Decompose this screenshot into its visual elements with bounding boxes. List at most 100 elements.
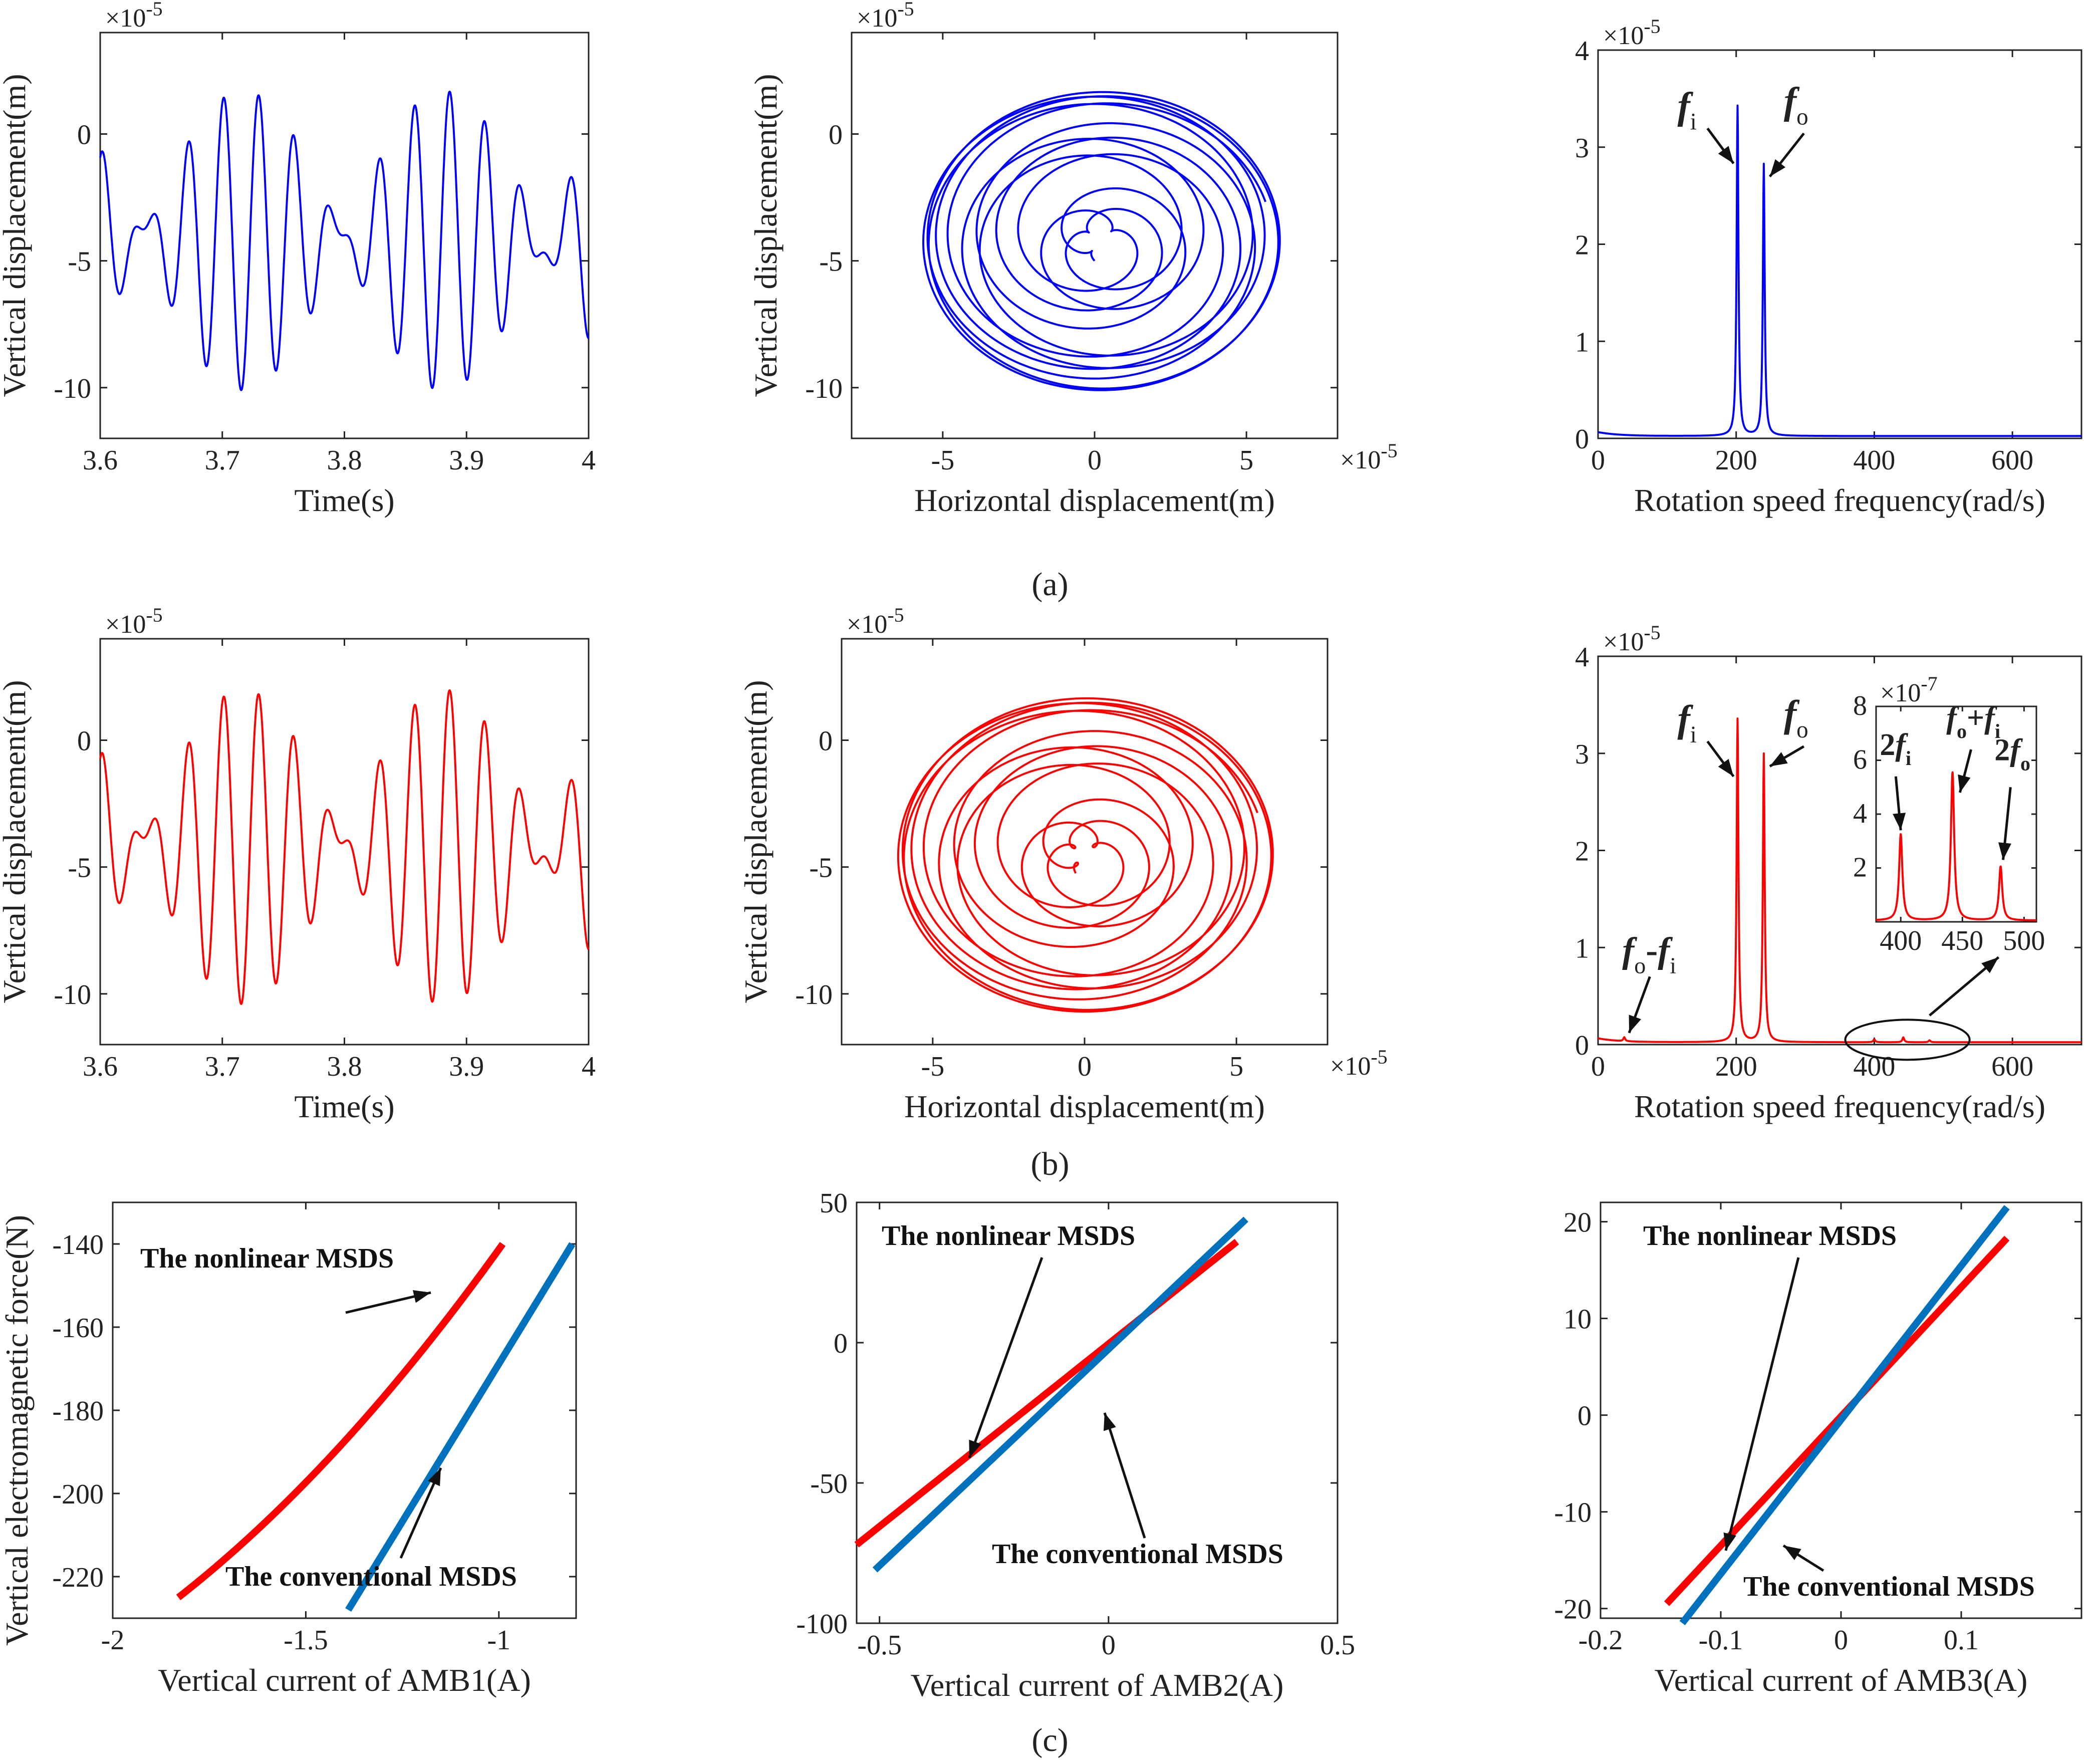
y-exponent: ×10-5: [1603, 621, 1661, 656]
inset-y-exponent: ×10-7: [1880, 672, 1938, 707]
x-tick-label: 5: [1239, 445, 1253, 476]
arrow-nonlinear-head: [412, 1290, 431, 1303]
x-tick-label: 4: [582, 445, 596, 476]
y-tick-label: -5: [819, 246, 843, 278]
chart-b2: -5 0 5 0 -5 -10 Horizontal displacement(m) Vert…: [738, 604, 1388, 1124]
x-tick-label: -1.5: [284, 1625, 328, 1656]
arrow-conventional-shaft: [1103, 1412, 1146, 1539]
y-axis-label: Vertical displacement(m): [748, 74, 783, 397]
signal-line: [99, 689, 590, 1005]
x-tick-label: 0: [1591, 1051, 1605, 1082]
y-tick-label: 0: [1578, 1401, 1592, 1432]
x-axis-label: Vertical current of AMB3(A): [1655, 1662, 2028, 1698]
inset-arrow-2fi-head: [1893, 813, 1906, 831]
x-tick-label: 3.7: [205, 445, 240, 476]
y-tick-label: 1: [1575, 327, 1589, 358]
chart-b1: 3.6 3.7 3.8 3.9 4 0 -5 -10 Time(s) Vertical displ…: [0, 604, 596, 1124]
arrow-nonlinear-shaft: [1724, 1257, 1800, 1551]
x-tick-label: -1: [487, 1625, 511, 1656]
y-tick-label: 4: [1575, 36, 1589, 67]
x-tick-label: -0.2: [1579, 1625, 1623, 1656]
series-nonlinear: [176, 1241, 506, 1601]
y-exponent: ×10-5: [847, 604, 904, 639]
y-tick-label: -220: [52, 1562, 104, 1593]
x-tick-label: 600: [1991, 1051, 2033, 1082]
x-axis-label: Vertical current of AMB2(A): [911, 1667, 1284, 1703]
y-tick-label: -10: [54, 373, 91, 404]
y-tick-label: 0: [77, 120, 91, 151]
chart-c1: -2 -1.5 -1 -140 -160 -180 -200 -220 Vertical cur…: [0, 1201, 577, 1698]
axes-frame: [856, 1201, 1339, 1624]
arrow-fi-head: [1718, 759, 1734, 777]
signal-line: [99, 91, 590, 391]
chart-a3: 0 200 400 600 0 1 2 3 4 Rotation speed frequency(…: [1575, 15, 2082, 518]
y-axis-label: Vertical displacement(m): [738, 680, 773, 1003]
y-tick-label: 6: [1853, 744, 1867, 775]
y-tick-label: -160: [52, 1313, 104, 1344]
label-fi: fi: [1677, 85, 1696, 135]
x-tick-label: 600: [1991, 445, 2033, 476]
label-fo-minus-fi: fo-fi: [1622, 930, 1676, 978]
arrow-fo-minus-fi-head: [1629, 1015, 1641, 1033]
y-tick-label: -5: [68, 246, 91, 278]
spectrum-line: [1597, 717, 2082, 1044]
x-tick-label: 3.6: [83, 445, 118, 476]
y-tick-label: 2: [1575, 836, 1589, 867]
y-tick-label: -5: [809, 853, 833, 884]
x-tick-label: 3.8: [327, 445, 362, 476]
chart-a2: -5 0 5 0 -5 -10 Horizontal displacement(m) Vert…: [748, 0, 1398, 518]
y-axis-label: Vertical electromagnetic force(N): [0, 1215, 35, 1646]
y-axis-label: Vertical displacement(m): [0, 680, 32, 1003]
x-tick-label: -0.1: [1699, 1625, 1743, 1656]
series-conventional: [1679, 1205, 2010, 1625]
y-tick-label: 1: [1575, 933, 1589, 964]
y-tick-label: 20: [1563, 1207, 1592, 1238]
y-tick-label: -180: [52, 1396, 104, 1427]
series-conventional: [872, 1216, 1248, 1573]
y-tick-label: 0: [819, 726, 833, 757]
chart-c2: -0.5 0 0.5 50 0 -50 -100 Vertical current of AM…: [796, 1188, 1355, 1703]
x-axis-label: Time(s): [294, 482, 394, 518]
x-tick-label: 3.8: [327, 1051, 362, 1082]
x-axis-label: Rotation speed frequency(rad/s): [1634, 1089, 2045, 1124]
arrow-conventional-head: [428, 1468, 441, 1486]
x-tick-label: 0: [1078, 1051, 1092, 1082]
x-tick-label: 5: [1229, 1051, 1243, 1082]
arrow-fi-head: [1718, 146, 1734, 164]
inset-arrow-2fo-head: [1998, 842, 2011, 860]
x-axis-label: Vertical current of AMB1(A): [158, 1662, 531, 1698]
caption-b: (b): [1031, 1146, 1070, 1182]
arrow-nonlinear-head: [1723, 1532, 1736, 1551]
caption-c: (c): [1031, 1722, 1068, 1758]
x-tick-label: 0: [1088, 445, 1102, 476]
arrow-conventional-head: [1783, 1546, 1801, 1561]
x-tick-label: 3.6: [83, 1051, 118, 1082]
axes-frame: [1597, 49, 2082, 439]
y-tick-label: -5: [68, 853, 91, 884]
y-exponent: ×10-5: [1603, 15, 1661, 50]
y-tick-label: -50: [810, 1468, 848, 1499]
x-tick-label: -5: [931, 445, 955, 476]
y-tick-label: 0: [77, 726, 91, 757]
chart-c3: -0.2 -0.1 0 0.1 20 10 0 -10 -20 Vertical current …: [1554, 1201, 2082, 1698]
y-tick-label: -10: [54, 979, 91, 1011]
y-tick-label: -10: [1554, 1497, 1592, 1529]
chart-b3: 0 200 400 600 0 1 2 3 4 Rotation speed frequency(…: [1575, 621, 2082, 1124]
x-tick-label: 4: [582, 1051, 596, 1082]
axes-frame: [1600, 1201, 2082, 1619]
x-axis-label: Horizontal displacement(m): [914, 482, 1275, 518]
inset-arrow-fo-plus-fi-head: [1958, 774, 1971, 793]
x-axis-label: Horizontal displacement(m): [904, 1089, 1265, 1124]
annotation-conventional: The conventional MSDS: [992, 1539, 1283, 1570]
annotation-nonlinear: The nonlinear MSDS: [1643, 1220, 1897, 1251]
y-tick-label: 0: [1575, 424, 1589, 455]
label-fo: fo: [1784, 693, 1808, 743]
annotation-conventional: The conventional MSDS: [225, 1561, 517, 1592]
y-tick-label: 3: [1575, 739, 1589, 770]
x-tick-label: -5: [921, 1051, 945, 1082]
x-tick-label: 200: [1715, 445, 1757, 476]
orbit-line: [922, 91, 1281, 391]
y-tick-label: 4: [1853, 798, 1867, 829]
x-tick-label: 3.7: [205, 1051, 240, 1082]
x-tick-label: 0: [1834, 1625, 1848, 1656]
